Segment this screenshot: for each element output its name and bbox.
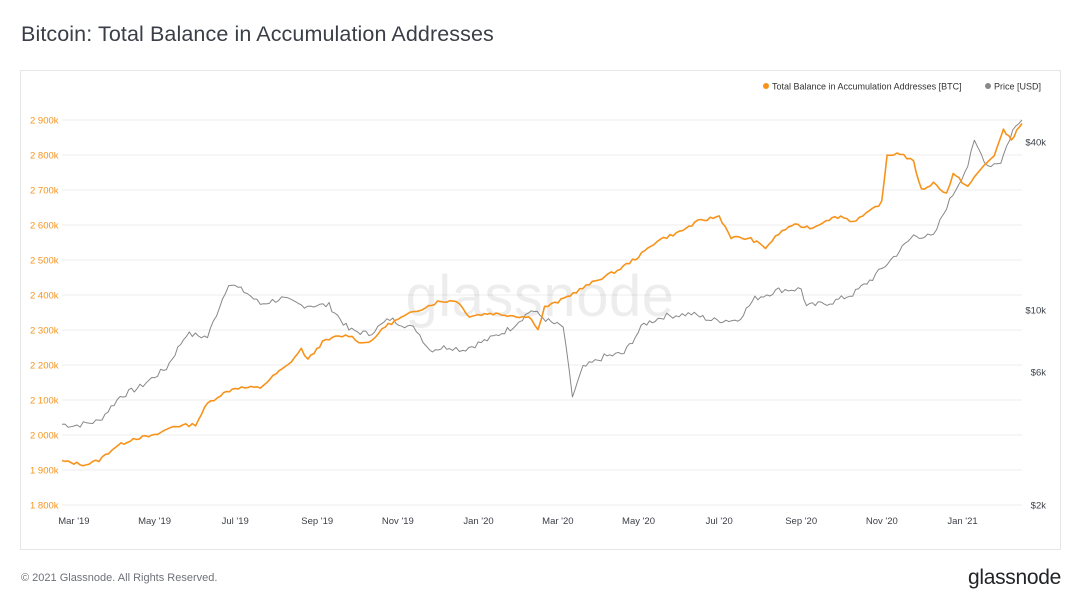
grid-lines <box>62 119 1022 506</box>
left-axis-tick-label: 1 800k <box>30 501 59 512</box>
legend-dot-balance <box>763 83 769 89</box>
left-axis-tick-label: 2 000k <box>30 431 59 442</box>
series-lines <box>61 119 1023 467</box>
legend-label-price: Price [USD] <box>994 82 1041 92</box>
x-axis-tick-label: Nov '19 <box>382 516 414 527</box>
watermark-text: glassnode <box>406 264 675 329</box>
x-axis-ticks: Mar '19 May '19 Jul '19 Sep '19 Nov '19 Jan '… <box>58 516 977 527</box>
page-title: Bitcoin: Total Balance in Accumulation A… <box>21 22 494 46</box>
price-series-line <box>61 119 1023 428</box>
x-axis-tick-label: May '20 <box>622 516 655 527</box>
x-axis-tick-label: Jul '19 <box>222 516 249 527</box>
left-axis-tick-label: 2 900k <box>30 116 59 127</box>
left-axis-tick-label: 2 800k <box>30 151 59 162</box>
x-axis-tick-label: Jul '20 <box>706 516 733 527</box>
left-axis-tick-label: 2 300k <box>30 326 59 337</box>
x-axis-tick-label: Sep '20 <box>785 516 817 527</box>
x-axis-tick-label: May '19 <box>138 516 171 527</box>
balance-series-line <box>61 123 1023 467</box>
chart-panel <box>20 70 1061 550</box>
x-axis-tick-label: Jan '20 <box>463 516 493 527</box>
x-axis-tick-label: Sep '19 <box>301 516 333 527</box>
x-axis-tick-label: Nov '20 <box>866 516 898 527</box>
left-axis-tick-label: 2 200k <box>30 361 59 372</box>
left-axis-tick-label: 2 500k <box>30 256 59 267</box>
x-axis-tick-label: Mar '20 <box>542 516 573 527</box>
left-axis-tick-label: 2 100k <box>30 396 59 407</box>
left-axis-tick-label: 2 400k <box>30 291 59 302</box>
legend: Total Balance in Accumulation Addresses … <box>763 82 1041 92</box>
legend-label-balance: Total Balance in Accumulation Addresses … <box>772 82 962 92</box>
left-axis-tick-label: 2 700k <box>30 186 59 197</box>
left-axis-tick-label: 2 600k <box>30 221 59 232</box>
right-axis-tick-label: $40k <box>1025 138 1046 149</box>
right-axis-tick-label: $10k <box>1025 306 1046 317</box>
x-axis-tick-label: Mar '19 <box>58 516 89 527</box>
legend-dot-price <box>985 83 991 89</box>
x-axis-tick-label: Jan '21 <box>947 516 977 527</box>
left-axis-tick-label: 1 900k <box>30 466 59 477</box>
right-axis-ticks: $2k $6k $10k $40k <box>1025 138 1046 512</box>
left-axis-ticks: 1 800k 1 900k 2 000k 2 100k 2 200k 2 300k 2 40… <box>30 116 59 512</box>
brand-logo: glassnode <box>967 566 1061 589</box>
copyright-text: © 2021 Glassnode. All Rights Reserved. <box>21 572 218 584</box>
right-axis-tick-label: $6k <box>1031 367 1047 378</box>
right-axis-tick-label: $2k <box>1031 501 1047 512</box>
